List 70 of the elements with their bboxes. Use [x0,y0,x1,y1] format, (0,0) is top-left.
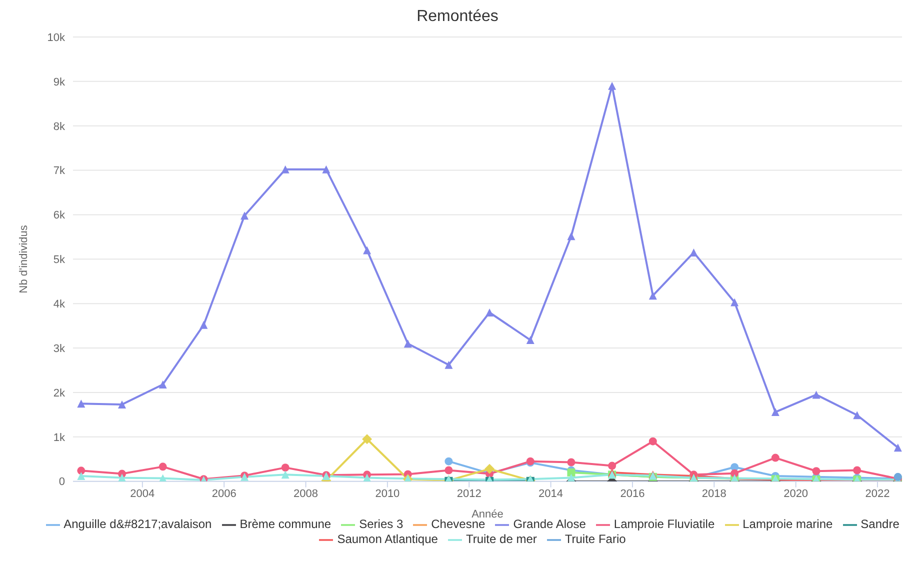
point [608,462,616,470]
x-tick-label: 2004 [130,488,155,500]
point [240,212,249,220]
x-tick-label: 2010 [375,488,400,500]
point [853,411,862,420]
point [200,320,208,329]
legend-label: Truite de mer [466,532,537,546]
point [771,408,780,416]
y-tick-label: 0 [58,476,65,488]
legend-label: Series 3 [359,517,404,532]
y-tick-label: 10k [47,32,66,44]
point [444,457,453,466]
point [77,466,86,475]
x-tick-label: 2014 [538,488,564,500]
point [486,308,494,316]
legend-label: Saumon Atlantique [337,532,438,546]
legend-label: Sandre [860,517,900,532]
point [648,292,657,300]
legend-label: Lamproie marine [742,517,833,532]
point [158,380,167,388]
point [730,298,739,306]
point [812,467,820,476]
point [730,469,739,478]
point [567,458,576,466]
point [444,360,453,369]
point [77,400,86,408]
point [484,464,495,474]
y-tick-label: 4k [53,298,66,311]
legend-label: Lamproie Fluviatile [614,517,715,532]
point [567,232,576,240]
point [118,400,126,408]
point [363,246,372,254]
point [894,444,902,452]
y-tick-label: 6k [53,210,66,222]
legend-label: Truite Fario [564,532,626,546]
point [322,165,330,174]
x-tick-label: 2008 [294,488,318,500]
point [404,340,412,348]
y-tick-label: 3k [53,342,66,355]
x-tick-label: 2022 [865,488,890,500]
point [77,472,86,480]
point [771,454,780,462]
y-tick-label: 7k [53,165,66,178]
y-tick-label: 1k [53,432,66,444]
y-tick-label: 2k [53,387,66,400]
point [526,336,534,344]
x-tick-label: 2006 [212,488,236,500]
point [690,248,698,257]
y-tick-label: 5k [53,254,66,266]
legend-label: Grande Alose [513,517,586,532]
point [812,390,820,399]
x-tick-label: 2012 [456,488,482,500]
chart-title: Remontées [416,8,500,26]
point [281,470,290,479]
y-axis-title: Nb d'individus [18,224,30,294]
point [608,82,616,90]
point [158,462,167,471]
point [648,437,657,446]
x-tick-label: 2016 [620,488,645,500]
point [281,165,290,174]
legend-label: Brème commune [240,517,332,532]
point [281,464,290,472]
x-tick-label: 2020 [784,488,808,500]
legend-label: Anguille d&#8217;avalaison [64,517,212,532]
point [362,434,372,444]
y-tick-label: 9k [53,76,66,88]
point [853,466,862,474]
x-tick-label: 2018 [702,488,726,500]
point [444,466,453,474]
y-tick-label: 8k [53,120,66,133]
